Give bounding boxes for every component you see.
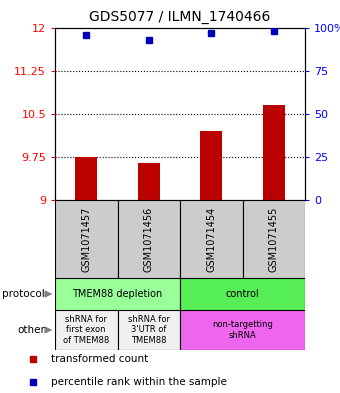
- Text: transformed count: transformed count: [51, 354, 148, 364]
- Text: protocol: protocol: [2, 289, 45, 299]
- Bar: [75, 157, 97, 200]
- Bar: [180, 310, 305, 350]
- Bar: [180, 200, 242, 278]
- Text: non-targetting
shRNA: non-targetting shRNA: [212, 320, 273, 340]
- Text: GSM1071455: GSM1071455: [269, 206, 279, 272]
- Text: GSM1071457: GSM1071457: [81, 206, 91, 272]
- Text: shRNA for
first exon
of TMEM88: shRNA for first exon of TMEM88: [63, 315, 109, 345]
- Text: GSM1071454: GSM1071454: [206, 206, 216, 272]
- Text: control: control: [226, 289, 259, 299]
- Text: other: other: [17, 325, 45, 335]
- Text: shRNA for
3'UTR of
TMEM88: shRNA for 3'UTR of TMEM88: [128, 315, 170, 345]
- Bar: [55, 200, 118, 278]
- Text: GSM1071456: GSM1071456: [144, 206, 154, 272]
- Text: percentile rank within the sample: percentile rank within the sample: [51, 377, 227, 387]
- Text: TMEM88 depletion: TMEM88 depletion: [72, 289, 163, 299]
- Bar: [180, 278, 305, 310]
- Bar: [118, 310, 180, 350]
- Bar: [200, 131, 222, 200]
- Bar: [55, 278, 180, 310]
- Bar: [242, 200, 305, 278]
- Title: GDS5077 / ILMN_1740466: GDS5077 / ILMN_1740466: [89, 10, 271, 24]
- Bar: [55, 310, 118, 350]
- Bar: [263, 105, 285, 200]
- Bar: [138, 163, 160, 200]
- Bar: [118, 200, 180, 278]
